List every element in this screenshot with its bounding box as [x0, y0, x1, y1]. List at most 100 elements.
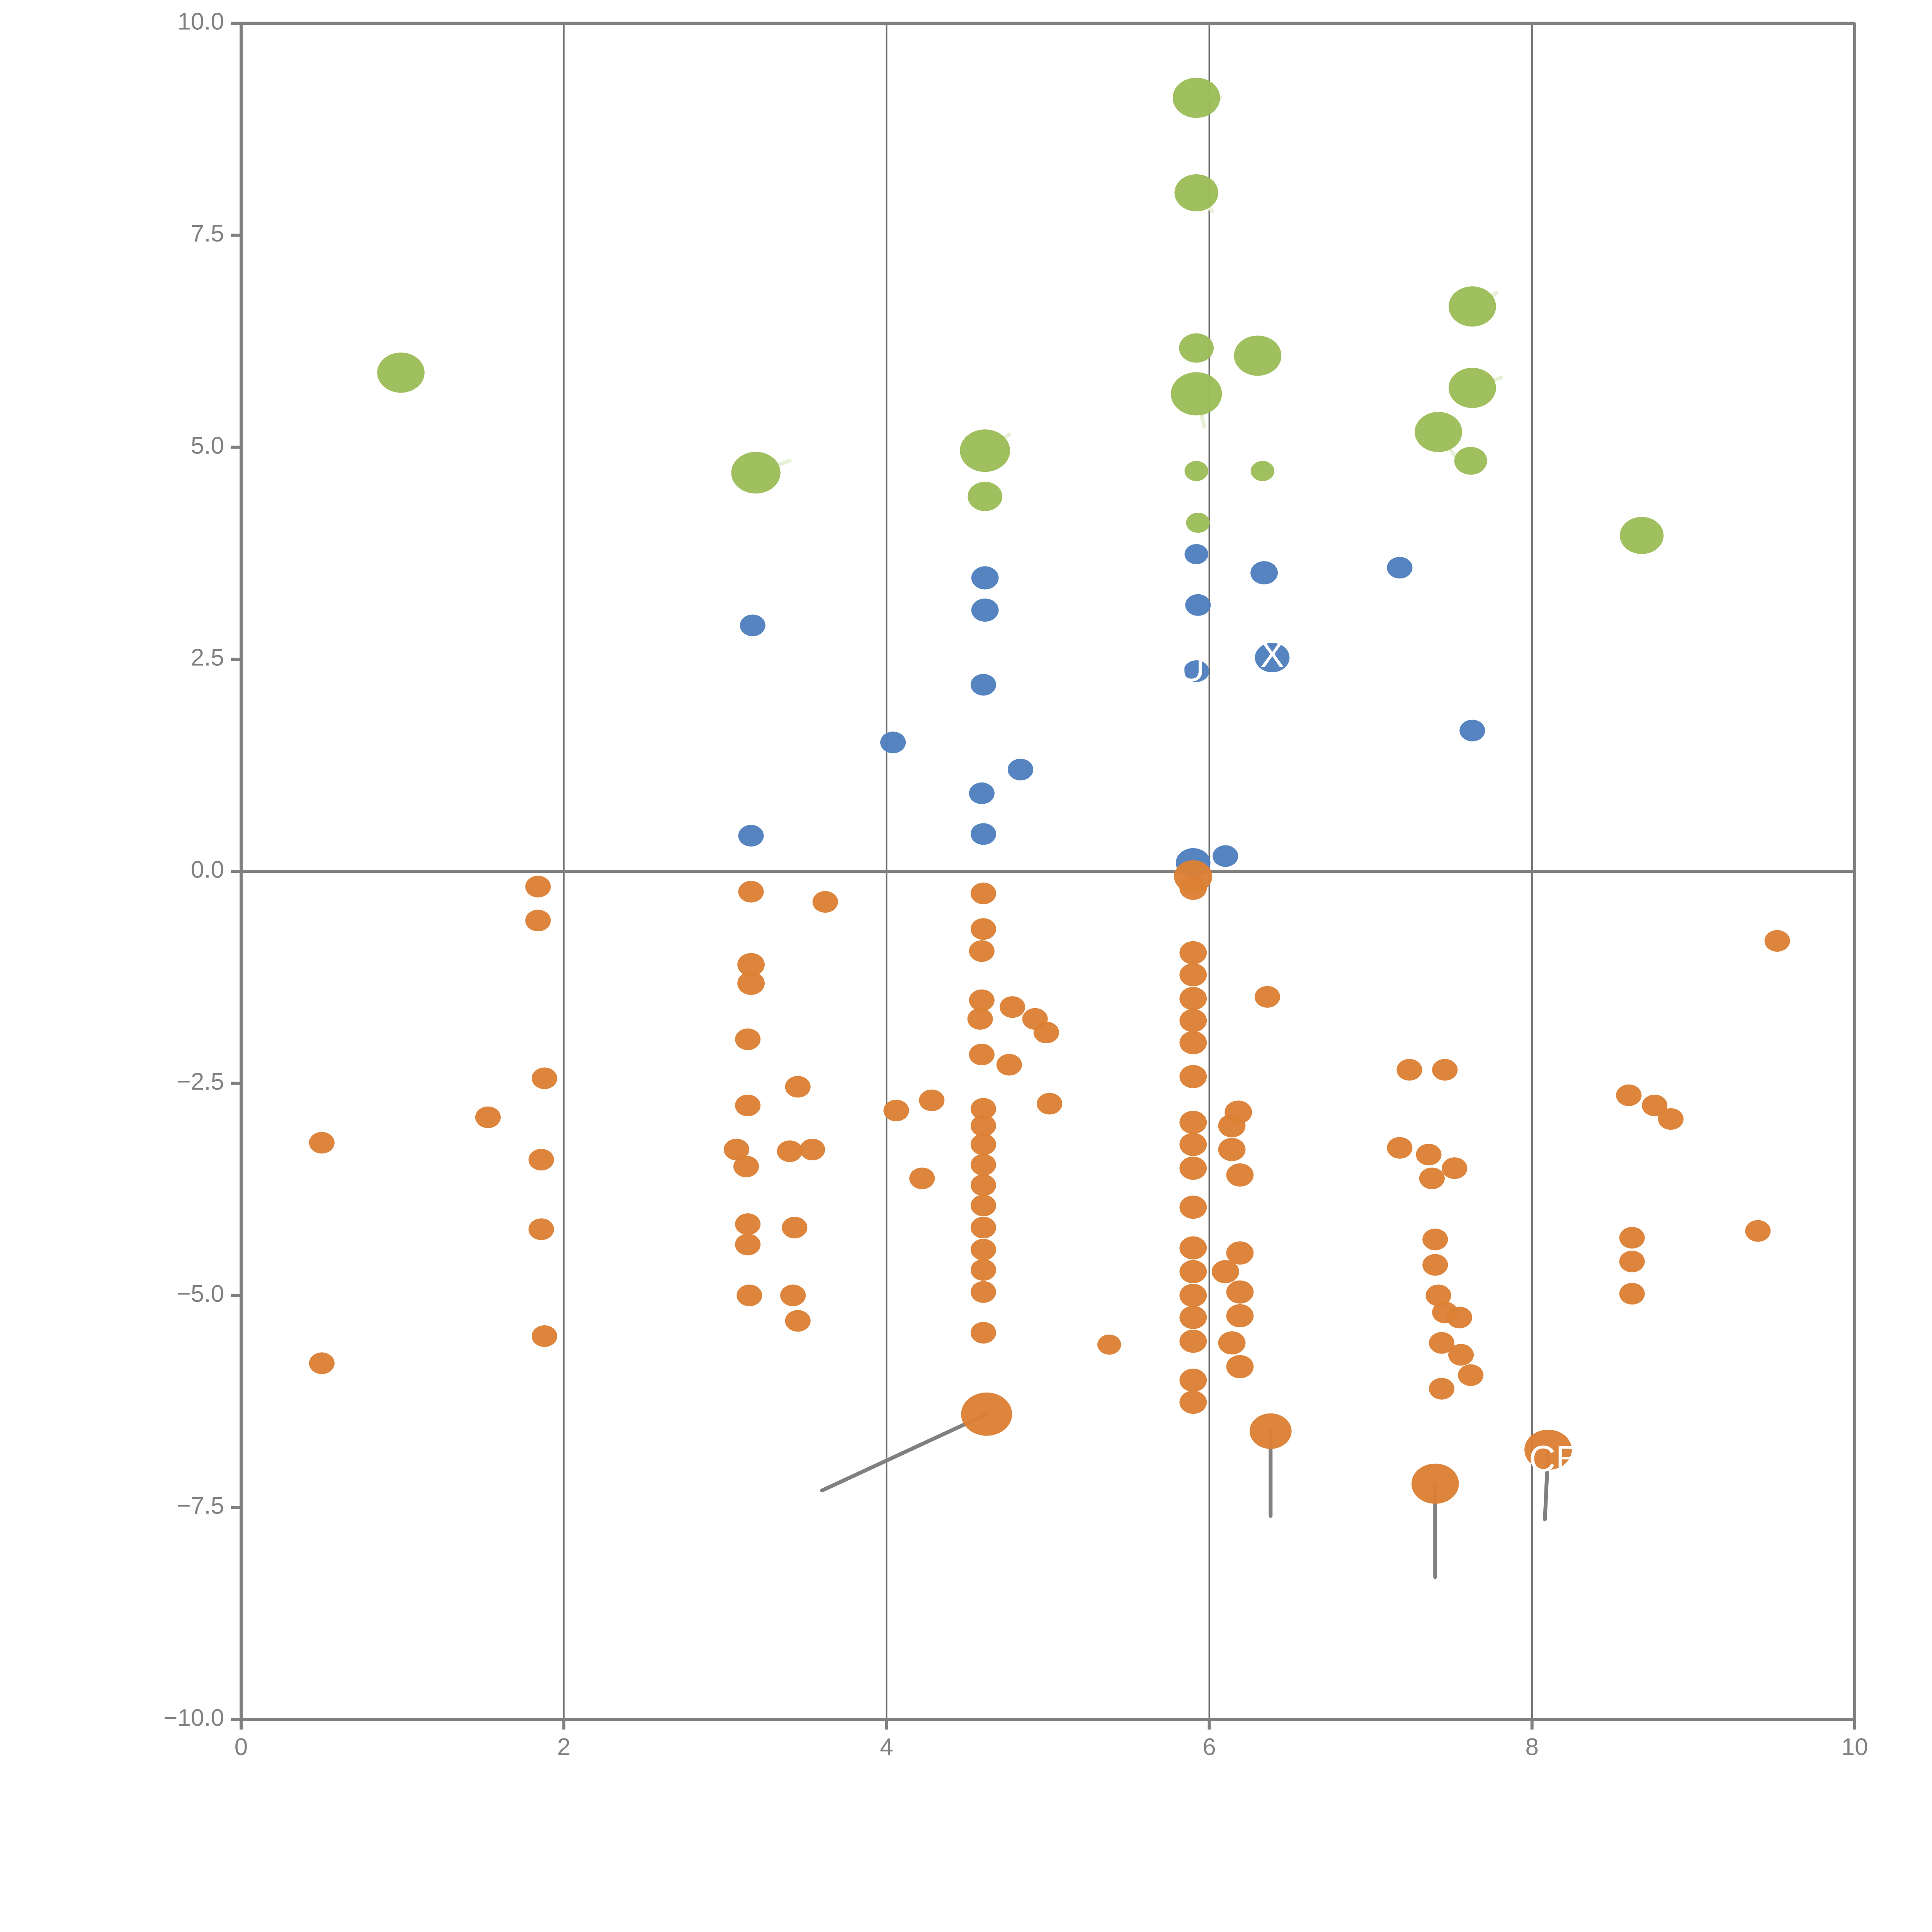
data-point-orange-71[interactable]: [1179, 1391, 1207, 1414]
data-point-orange-87[interactable]: [1432, 1059, 1458, 1081]
data-point-orange-89[interactable]: [1442, 1157, 1468, 1179]
data-point-orange-39[interactable]: [970, 1174, 996, 1196]
data-point-green-8[interactable]: [1184, 461, 1208, 481]
data-point-orange-12[interactable]: [735, 1028, 761, 1050]
data-point-blue-1[interactable]: [738, 825, 764, 847]
data-point-orange-52[interactable]: [1097, 1334, 1121, 1355]
data-point-orange-95[interactable]: [1429, 1332, 1454, 1354]
data-point-orange-106[interactable]: [1619, 1283, 1645, 1305]
data-point-orange-46[interactable]: [1000, 996, 1026, 1018]
data-point-orange-34[interactable]: [969, 1044, 995, 1066]
data-point-orange-35[interactable]: [970, 1098, 996, 1120]
data-point-orange-32[interactable]: [969, 989, 995, 1011]
data-point-green-5[interactable]: [1174, 174, 1218, 211]
data-point-orange-22[interactable]: [799, 1138, 825, 1160]
data-point-blue-6[interactable]: [969, 782, 995, 804]
data-point-orange-42[interactable]: [970, 1238, 996, 1260]
data-point-orange-94[interactable]: [1446, 1306, 1472, 1328]
data-point-orange-66[interactable]: [1179, 1260, 1207, 1284]
data-point-green-0[interactable]: [377, 352, 425, 393]
data-point-orange-24[interactable]: [780, 1284, 806, 1306]
data-point-orange-55[interactable]: [1179, 941, 1207, 964]
data-point-orange-68[interactable]: [1179, 1306, 1207, 1329]
data-point-blue-15[interactable]: [1255, 643, 1290, 672]
data-point-blue-10[interactable]: [1185, 594, 1211, 616]
data-point-blue-8[interactable]: [970, 823, 996, 845]
data-point-orange-100[interactable]: [1524, 1429, 1572, 1470]
data-point-orange-5[interactable]: [532, 1067, 558, 1089]
data-point-orange-86[interactable]: [1416, 1144, 1442, 1166]
data-point-orange-16[interactable]: [735, 1213, 761, 1235]
data-point-orange-102[interactable]: [1642, 1094, 1668, 1116]
data-point-orange-83[interactable]: [1250, 1413, 1292, 1449]
data-point-orange-13[interactable]: [735, 1094, 761, 1116]
data-point-blue-3[interactable]: [971, 566, 999, 590]
data-point-orange-76[interactable]: [1211, 1260, 1239, 1284]
data-point-orange-19[interactable]: [812, 891, 838, 913]
data-point-orange-33[interactable]: [967, 1008, 993, 1030]
data-point-orange-6[interactable]: [528, 1149, 554, 1171]
data-point-orange-51[interactable]: [961, 1392, 1012, 1436]
data-point-orange-14[interactable]: [723, 1138, 750, 1160]
data-point-orange-25[interactable]: [785, 1310, 811, 1332]
data-point-orange-45[interactable]: [970, 1322, 996, 1344]
data-point-orange-107[interactable]: [1745, 1220, 1771, 1242]
data-point-orange-9[interactable]: [738, 881, 764, 903]
data-point-green-6[interactable]: [1179, 333, 1214, 363]
data-point-orange-54[interactable]: [1179, 876, 1207, 900]
data-point-green-10[interactable]: [1234, 335, 1282, 376]
data-point-green-2[interactable]: [960, 429, 1010, 472]
data-point-orange-82[interactable]: [1254, 986, 1280, 1008]
data-point-orange-3[interactable]: [525, 876, 551, 898]
data-point-blue-14[interactable]: [1250, 561, 1278, 585]
data-point-orange-96[interactable]: [1448, 1344, 1474, 1366]
data-point-orange-36[interactable]: [970, 1115, 996, 1137]
data-point-orange-0[interactable]: [309, 1132, 335, 1154]
data-point-orange-61[interactable]: [1179, 1111, 1207, 1134]
data-point-blue-2[interactable]: [880, 731, 906, 753]
data-point-orange-50[interactable]: [1037, 1093, 1063, 1115]
data-point-orange-98[interactable]: [1429, 1378, 1454, 1400]
data-point-green-12[interactable]: [1448, 286, 1496, 327]
data-point-green-9[interactable]: [1186, 512, 1210, 533]
data-point-orange-11[interactable]: [737, 971, 765, 995]
data-point-orange-91[interactable]: [1422, 1254, 1448, 1276]
data-point-orange-73[interactable]: [1218, 1138, 1246, 1161]
data-point-orange-105[interactable]: [1619, 1250, 1645, 1272]
data-point-orange-85[interactable]: [1396, 1059, 1422, 1081]
data-point-orange-77[interactable]: [1226, 1241, 1254, 1265]
data-point-orange-56[interactable]: [1179, 963, 1207, 986]
data-point-orange-64[interactable]: [1179, 1196, 1207, 1219]
data-point-blue-9[interactable]: [1184, 544, 1208, 565]
data-point-orange-49[interactable]: [996, 1054, 1022, 1076]
data-point-orange-63[interactable]: [1179, 1156, 1207, 1180]
data-point-orange-108[interactable]: [1764, 930, 1790, 952]
data-point-orange-4[interactable]: [525, 910, 551, 932]
data-point-orange-60[interactable]: [1179, 1065, 1207, 1088]
data-point-orange-69[interactable]: [1179, 1330, 1207, 1353]
data-point-orange-80[interactable]: [1218, 1331, 1246, 1355]
data-point-orange-1[interactable]: [309, 1352, 335, 1374]
data-point-orange-26[interactable]: [883, 1099, 909, 1121]
data-point-orange-79[interactable]: [1226, 1304, 1254, 1328]
data-point-blue-5[interactable]: [970, 674, 996, 696]
data-point-green-4[interactable]: [1172, 78, 1220, 118]
data-point-orange-58[interactable]: [1179, 1009, 1207, 1032]
data-point-orange-103[interactable]: [1658, 1108, 1684, 1130]
data-point-orange-8[interactable]: [532, 1325, 558, 1347]
data-point-orange-10[interactable]: [737, 953, 765, 976]
data-point-orange-78[interactable]: [1226, 1280, 1254, 1304]
data-point-green-14[interactable]: [1415, 412, 1462, 452]
data-point-orange-38[interactable]: [970, 1154, 996, 1176]
data-point-orange-74[interactable]: [1225, 1100, 1252, 1124]
data-point-blue-0[interactable]: [740, 614, 765, 636]
data-point-orange-27[interactable]: [919, 1089, 945, 1111]
data-point-blue-7[interactable]: [1007, 759, 1034, 781]
data-point-orange-57[interactable]: [1179, 987, 1207, 1010]
data-point-orange-59[interactable]: [1179, 1031, 1207, 1054]
data-point-orange-17[interactable]: [735, 1233, 761, 1255]
data-point-orange-99[interactable]: [1411, 1463, 1459, 1504]
data-point-orange-28[interactable]: [909, 1167, 935, 1189]
data-point-orange-104[interactable]: [1619, 1227, 1645, 1249]
data-point-orange-62[interactable]: [1179, 1133, 1207, 1156]
